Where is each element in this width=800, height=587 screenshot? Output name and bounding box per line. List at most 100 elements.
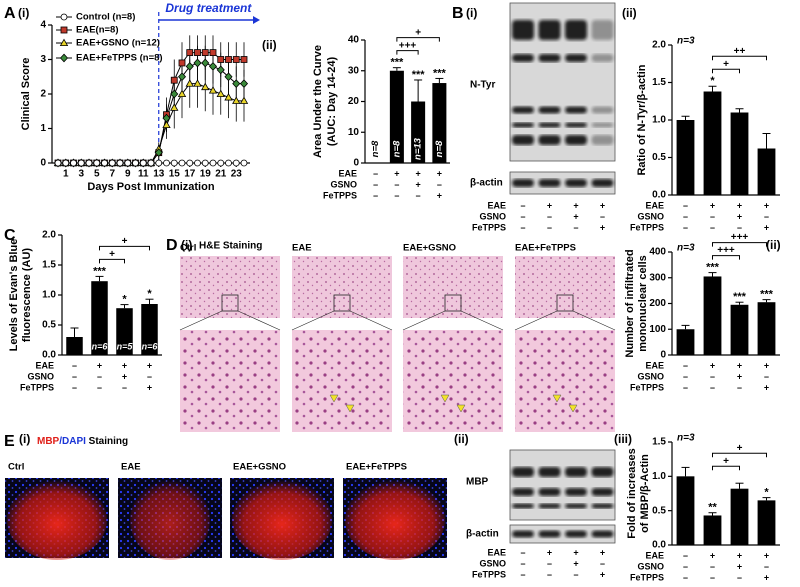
condition-sign: +	[573, 558, 578, 568]
histology-image	[180, 330, 280, 432]
blot-band	[591, 106, 614, 114]
x-tick-label: 1	[63, 169, 69, 180]
arrowhead	[456, 404, 466, 413]
bracket-label: +	[122, 236, 128, 247]
condition-label: FeTPPS	[20, 382, 54, 392]
marker	[177, 72, 187, 82]
marker	[209, 159, 217, 167]
condition-sign: –	[683, 222, 688, 232]
blot-band	[591, 530, 614, 538]
x-tick-label: 15	[169, 169, 181, 180]
condition-label: EAE	[35, 360, 54, 370]
x-tick-label: 5	[94, 169, 100, 180]
condition-sign: –	[520, 547, 525, 557]
y-tick-label: 0	[660, 350, 666, 361]
blot-band	[512, 54, 534, 62]
histology-label: EAE	[292, 243, 312, 254]
zoom-line	[460, 310, 504, 331]
significance: ***	[93, 265, 107, 277]
condition-sign: +	[710, 360, 715, 370]
blot-band	[512, 20, 534, 40]
condition-label: FeTPPS	[630, 382, 664, 392]
marker	[193, 79, 202, 87]
condition-label: EAE	[645, 360, 664, 370]
condition-sign: –	[764, 211, 769, 221]
panel-label: (i)	[18, 6, 29, 20]
condition-sign: +	[573, 200, 578, 210]
marker	[162, 113, 171, 123]
blot-band	[538, 135, 561, 145]
condition-sign: +	[710, 550, 715, 560]
panel-label: A	[4, 5, 16, 22]
marker	[162, 120, 171, 129]
y-axis-label: fluorescence (AU)	[21, 248, 33, 342]
condition-sign: +	[415, 168, 420, 178]
annotation-arrowhead	[253, 16, 260, 24]
fluorescence-title: MBP/DAPI Staining	[37, 436, 128, 447]
marker	[116, 159, 124, 167]
panel-label: (i)	[181, 238, 192, 252]
x-tick-label: 17	[184, 169, 196, 180]
blot-band	[591, 54, 614, 62]
series-line	[58, 52, 244, 164]
marker	[216, 65, 225, 75]
blot-band	[565, 467, 587, 477]
bar	[703, 91, 722, 195]
blot-band	[538, 530, 561, 538]
mbp-signal	[345, 480, 445, 560]
condition-sign: +	[394, 168, 399, 178]
condition-sign: +	[737, 200, 742, 210]
panel-label: C	[4, 227, 16, 244]
y-axis-label: Number of infiltrated	[624, 249, 636, 357]
condition-label: FeTPPS	[630, 222, 664, 232]
marker	[186, 49, 194, 56]
significance: ***	[412, 69, 426, 81]
condition-sign: –	[394, 179, 399, 189]
marker	[54, 159, 62, 167]
histology-label: EAE+GSNO	[403, 243, 456, 254]
condition-sign: –	[737, 572, 742, 582]
bar	[389, 70, 404, 163]
blot-band	[591, 467, 614, 477]
marker	[139, 159, 147, 167]
fluorescence-label: EAE+FeTPPS	[346, 462, 407, 473]
y-tick-label: 100	[649, 324, 666, 335]
marker	[194, 159, 201, 167]
marker	[201, 159, 209, 167]
condition-label: EAE	[645, 550, 664, 560]
y-axis-label: (AUC: Day 14-24)	[326, 57, 338, 147]
blot-band	[512, 122, 534, 128]
marker	[154, 148, 163, 158]
significance: ***	[433, 67, 447, 79]
condition-sign: +	[547, 547, 552, 557]
condition-sign: –	[710, 572, 715, 582]
bracket	[99, 245, 150, 251]
bar	[432, 83, 447, 163]
x-tick-label: 11	[138, 169, 149, 180]
condition-sign: –	[373, 190, 378, 200]
marker	[225, 159, 232, 167]
blot-band	[538, 20, 561, 40]
fluorescence-label: EAE+GSNO	[233, 462, 286, 473]
x-tick-label: 23	[231, 169, 243, 180]
condition-label: FeTPPS	[472, 222, 506, 232]
y-tick-label: 0	[40, 158, 46, 169]
bar	[703, 276, 722, 355]
arrowhead	[345, 404, 355, 413]
condition-sign: –	[710, 371, 715, 381]
marker	[193, 58, 202, 68]
arrowhead	[568, 404, 578, 413]
marker	[224, 93, 233, 101]
marker	[170, 76, 178, 84]
marker	[101, 159, 108, 167]
marker	[209, 49, 217, 56]
y-tick-label: 1.0	[42, 290, 56, 301]
histology-image	[403, 330, 503, 432]
marker	[60, 13, 68, 21]
y-tick-label: 1.5	[652, 437, 666, 448]
bracket	[712, 452, 767, 458]
x-tick-label: 9	[125, 169, 131, 180]
condition-sign: +	[737, 360, 742, 370]
marker	[59, 38, 69, 46]
y-axis-label: Fold of increases	[626, 448, 638, 538]
